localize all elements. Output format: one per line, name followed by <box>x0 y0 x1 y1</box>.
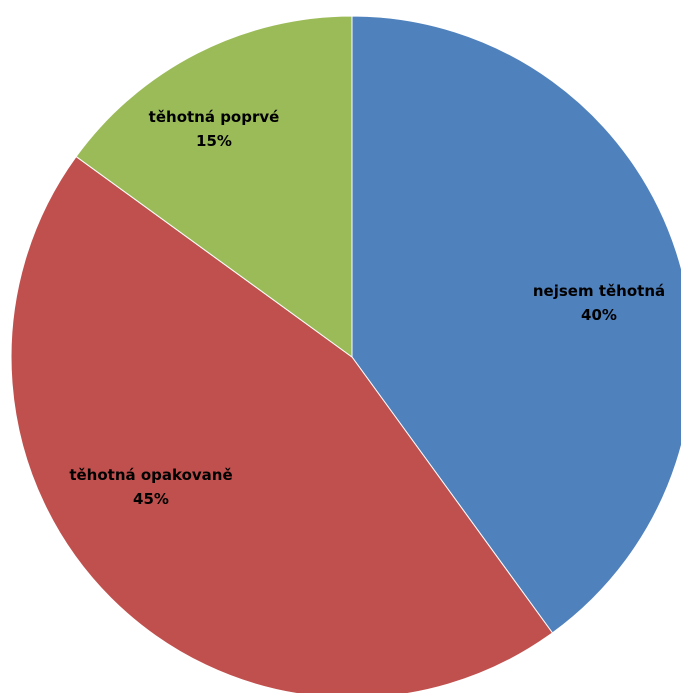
slice-category-label: těhotná poprvé <box>149 108 280 126</box>
pie-slice-3 <box>75 15 353 358</box>
slice-category-label: těhotná opakovaně <box>69 466 232 484</box>
slice-category-label: nejsem těhotná <box>533 282 665 300</box>
pie-slices <box>10 15 681 693</box>
pie-slice-1 <box>351 15 681 634</box>
slice-percent-label: 45% <box>133 490 169 508</box>
pie-labels: nejsem těhotná 40% těhotná opakovaně 45% těh… <box>69 108 665 508</box>
slice-percent-label: 15% <box>196 132 232 150</box>
pie-slice-2 <box>10 155 554 693</box>
slice-percent-label: 40% <box>581 306 617 324</box>
